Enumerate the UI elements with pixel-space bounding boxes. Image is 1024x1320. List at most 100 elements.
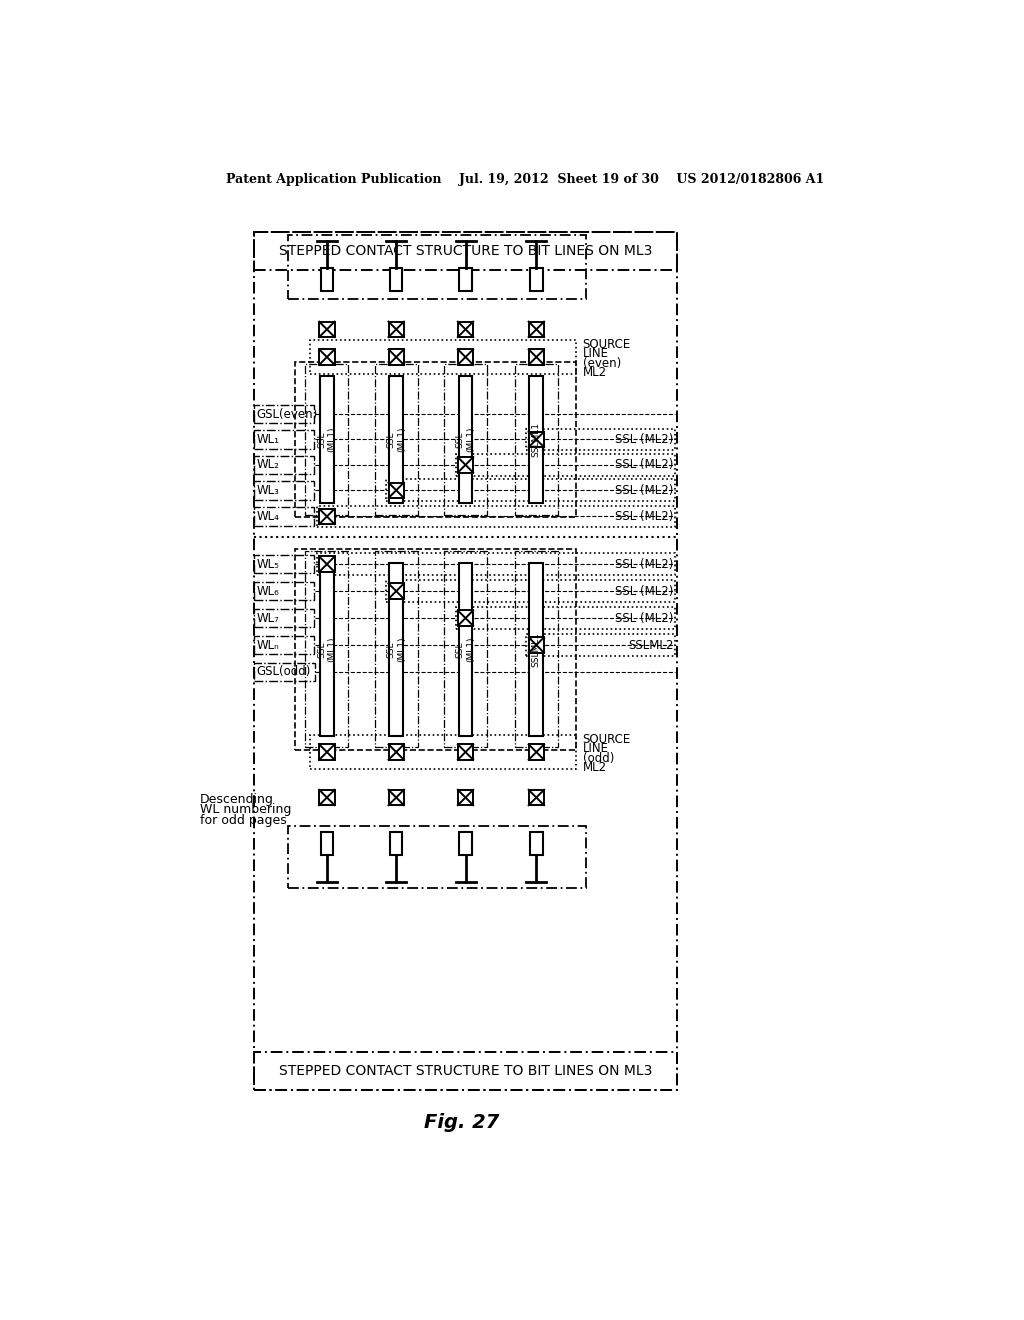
Bar [319, 350, 335, 364]
Text: WL numbering: WL numbering [200, 804, 291, 816]
Bar [319, 508, 335, 524]
Text: SSL
(ML1): SSL (ML1) [456, 426, 475, 453]
Text: STEPPED CONTACT STRUCTURE TO BIT LINES ON ML3: STEPPED CONTACT STRUCTURE TO BIT LINES O… [279, 1064, 652, 1078]
Bar [528, 789, 544, 805]
Text: ML2: ML2 [583, 366, 606, 379]
Bar [319, 789, 335, 805]
Bar [254, 636, 313, 655]
Bar [388, 322, 403, 337]
Bar [515, 364, 558, 515]
Text: Descending: Descending [200, 792, 273, 805]
Bar [254, 430, 313, 449]
Text: SSL (ML2): SSL (ML2) [615, 585, 674, 598]
Bar [456, 454, 675, 475]
Text: (even): (even) [583, 356, 621, 370]
Text: WLₙ: WLₙ [257, 639, 280, 652]
Bar [444, 552, 487, 747]
Bar [254, 507, 313, 525]
Bar [460, 268, 472, 290]
Bar [388, 744, 403, 760]
Text: WL₁: WL₁ [257, 433, 280, 446]
Bar [254, 405, 313, 424]
Bar [389, 376, 403, 503]
Bar [319, 322, 335, 337]
Text: WL₆: WL₆ [257, 585, 280, 598]
Text: WL₃: WL₃ [257, 483, 280, 496]
Text: Fig. 27: Fig. 27 [424, 1113, 500, 1133]
Bar [458, 457, 473, 473]
Text: SOURCE: SOURCE [583, 338, 631, 351]
Bar [458, 350, 473, 364]
Bar [386, 479, 675, 502]
Bar [530, 832, 543, 855]
Bar [529, 562, 544, 737]
Text: WL₅: WL₅ [257, 557, 280, 570]
Bar [459, 376, 472, 503]
Bar [515, 552, 558, 747]
Bar [389, 562, 403, 737]
Text: STEPPED CONTACT STRUCTURE TO BIT LINES ON ML3: STEPPED CONTACT STRUCTURE TO BIT LINES O… [279, 244, 652, 257]
Bar [456, 607, 675, 628]
Bar [321, 268, 333, 290]
Bar [388, 350, 403, 364]
Text: WL₄: WL₄ [257, 510, 280, 523]
Text: SSL (ML2): SSL (ML2) [615, 557, 674, 570]
Bar [289, 235, 587, 298]
Bar [319, 562, 334, 737]
Text: ML2: ML2 [583, 760, 606, 774]
Bar [390, 268, 402, 290]
Text: (odd): (odd) [583, 751, 614, 764]
Text: SSL
(ML1): SSL (ML1) [317, 636, 337, 663]
Bar [319, 376, 334, 503]
Bar [460, 832, 472, 855]
Bar [254, 231, 677, 271]
Bar [386, 581, 675, 602]
Bar [316, 506, 675, 527]
Bar [388, 483, 403, 498]
Text: SSL
(ML1): SSL (ML1) [386, 636, 406, 663]
Bar [305, 552, 348, 747]
Bar [375, 552, 418, 747]
Text: GSL(odd): GSL(odd) [257, 665, 311, 678]
Bar [375, 364, 418, 515]
Text: SSL (ML2): SSL (ML2) [615, 483, 674, 496]
Bar [305, 364, 348, 515]
Bar [459, 562, 472, 737]
Bar [254, 1052, 677, 1090]
Text: GSL(even): GSL(even) [257, 408, 318, 421]
Bar [530, 268, 543, 290]
Bar [526, 429, 675, 450]
Text: SSL (ML2): SSL (ML2) [615, 611, 674, 624]
Bar [458, 610, 473, 626]
Text: SSLML2: SSLML2 [628, 639, 674, 652]
Bar [319, 557, 335, 572]
Bar [310, 341, 577, 374]
Bar [254, 582, 313, 601]
Text: SSL (ML2): SSL (ML2) [615, 433, 674, 446]
Bar [254, 480, 313, 499]
Text: LINE: LINE [583, 347, 608, 360]
Bar [526, 635, 675, 656]
Bar [319, 744, 335, 760]
Bar [529, 376, 544, 503]
Bar [254, 609, 313, 627]
Text: SSLML1: SSLML1 [531, 632, 541, 667]
Bar [528, 432, 544, 447]
Bar [295, 362, 577, 517]
Bar [254, 663, 315, 681]
Bar [295, 549, 577, 750]
Bar [528, 638, 544, 653]
Bar [458, 744, 473, 760]
Bar [321, 832, 333, 855]
Text: SSL
(ML1): SSL (ML1) [317, 426, 337, 453]
Bar [458, 322, 473, 337]
Bar [254, 455, 313, 474]
Bar [528, 322, 544, 337]
Text: SSL (ML2): SSL (ML2) [615, 510, 674, 523]
Text: SSL
(ML1): SSL (ML1) [456, 636, 475, 663]
Text: SSLML1: SSLML1 [531, 422, 541, 457]
Text: SOURCE: SOURCE [583, 733, 631, 746]
Text: SSL
(ML1): SSL (ML1) [386, 426, 406, 453]
Bar [254, 554, 313, 573]
Bar [316, 553, 675, 576]
